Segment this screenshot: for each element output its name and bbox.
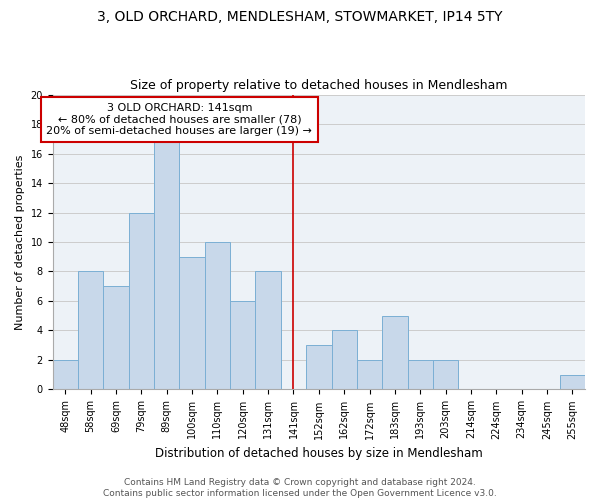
Y-axis label: Number of detached properties: Number of detached properties: [15, 154, 25, 330]
Title: Size of property relative to detached houses in Mendlesham: Size of property relative to detached ho…: [130, 79, 508, 92]
Bar: [306, 345, 332, 390]
Bar: [230, 301, 256, 390]
Bar: [179, 256, 205, 390]
Text: Contains HM Land Registry data © Crown copyright and database right 2024.
Contai: Contains HM Land Registry data © Crown c…: [103, 478, 497, 498]
Bar: [357, 360, 382, 390]
Bar: [205, 242, 230, 390]
Bar: [407, 360, 433, 390]
Bar: [129, 212, 154, 390]
Bar: [78, 272, 103, 390]
Text: 3 OLD ORCHARD: 141sqm
← 80% of detached houses are smaller (78)
20% of semi-deta: 3 OLD ORCHARD: 141sqm ← 80% of detached …: [46, 103, 313, 136]
Bar: [53, 360, 78, 390]
Bar: [103, 286, 129, 390]
Bar: [382, 316, 407, 390]
Bar: [560, 374, 585, 390]
Text: 3, OLD ORCHARD, MENDLESHAM, STOWMARKET, IP14 5TY: 3, OLD ORCHARD, MENDLESHAM, STOWMARKET, …: [97, 10, 503, 24]
Bar: [256, 272, 281, 390]
Bar: [332, 330, 357, 390]
Bar: [433, 360, 458, 390]
X-axis label: Distribution of detached houses by size in Mendlesham: Distribution of detached houses by size …: [155, 447, 483, 460]
Bar: [154, 139, 179, 390]
